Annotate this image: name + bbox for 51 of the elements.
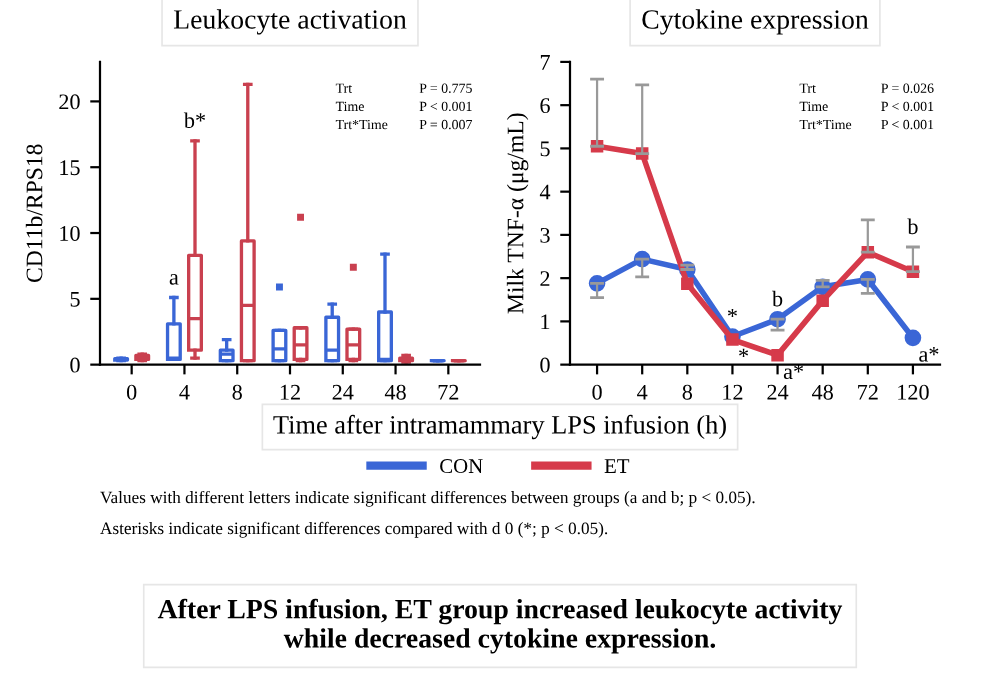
x-tick-label: 72 bbox=[438, 384, 459, 400]
y-tick-label: 0 bbox=[70, 357, 80, 373]
annotation: b* bbox=[183, 112, 206, 129]
point bbox=[816, 294, 829, 307]
y-axis-title: CD11b/RPS18 bbox=[25, 144, 43, 283]
x-tick-label: 48 bbox=[812, 384, 833, 400]
annotation: b bbox=[772, 290, 783, 307]
point bbox=[771, 348, 784, 362]
y-tick-label: 4 bbox=[539, 184, 551, 200]
x-tick-label: 0 bbox=[126, 384, 137, 400]
x-tick-label: 12 bbox=[280, 384, 300, 400]
y-tick-label: 0 bbox=[540, 357, 550, 373]
y-tick-label: 2 bbox=[540, 271, 550, 286]
x-tick-label: 12 bbox=[723, 384, 743, 400]
x-tick-label: 48 bbox=[384, 384, 406, 400]
y-tick-label: 20 bbox=[59, 94, 80, 110]
annotation: * bbox=[739, 348, 749, 357]
point bbox=[726, 333, 739, 346]
text: After LPS infusion, ET group increased leukocyte activity while decreased cytokine expression. bbox=[157, 598, 843, 654]
point bbox=[681, 277, 694, 291]
x-tick-label: 24 bbox=[767, 384, 789, 400]
legend-label: ET bbox=[604, 459, 630, 473]
annotation: a* bbox=[919, 347, 939, 362]
y-tick-label: 7 bbox=[540, 55, 550, 70]
text: Asterisks indicate significant differences compared with d 0 (*; p < 0.05). bbox=[100, 521, 608, 538]
y-tick-label: 5 bbox=[540, 141, 550, 157]
annotation: a bbox=[169, 274, 179, 285]
y-tick-label: 5 bbox=[70, 291, 80, 307]
x-tick-label: 72 bbox=[858, 384, 878, 400]
chart-title: Leukocyte activation bbox=[173, 9, 407, 35]
chart-title: Cytokine expression bbox=[642, 9, 869, 35]
y-tick-label: 10 bbox=[60, 225, 80, 241]
x-tick-label: 0 bbox=[592, 384, 602, 400]
x-tick-label: 8 bbox=[682, 384, 693, 400]
text: Values with different letters indicate significant differences between groups (a and b; p < 0.05). bbox=[100, 490, 755, 507]
y-tick-label: 6 bbox=[540, 98, 550, 114]
x-tick-label: 8 bbox=[232, 384, 242, 400]
annotation: b bbox=[907, 218, 918, 235]
x-axis-title: Time after intramammary LPS infusion (h) bbox=[273, 414, 726, 440]
y-axis-title: Milk TNF-α (μg/mL) bbox=[506, 113, 529, 314]
x-tick-label: 4 bbox=[179, 384, 190, 400]
point bbox=[904, 329, 922, 347]
legend-label: CON bbox=[440, 459, 483, 474]
x-tick-label: 24 bbox=[332, 384, 354, 400]
y-tick-label: 1 bbox=[541, 314, 550, 330]
x-tick-label: 120 bbox=[898, 384, 929, 400]
y-tick-label: 15 bbox=[60, 160, 80, 176]
annotation: a* bbox=[783, 364, 804, 380]
y-tick-label: 3 bbox=[540, 227, 550, 243]
x-tick-label: 4 bbox=[637, 384, 648, 400]
annotation: * bbox=[727, 308, 737, 318]
